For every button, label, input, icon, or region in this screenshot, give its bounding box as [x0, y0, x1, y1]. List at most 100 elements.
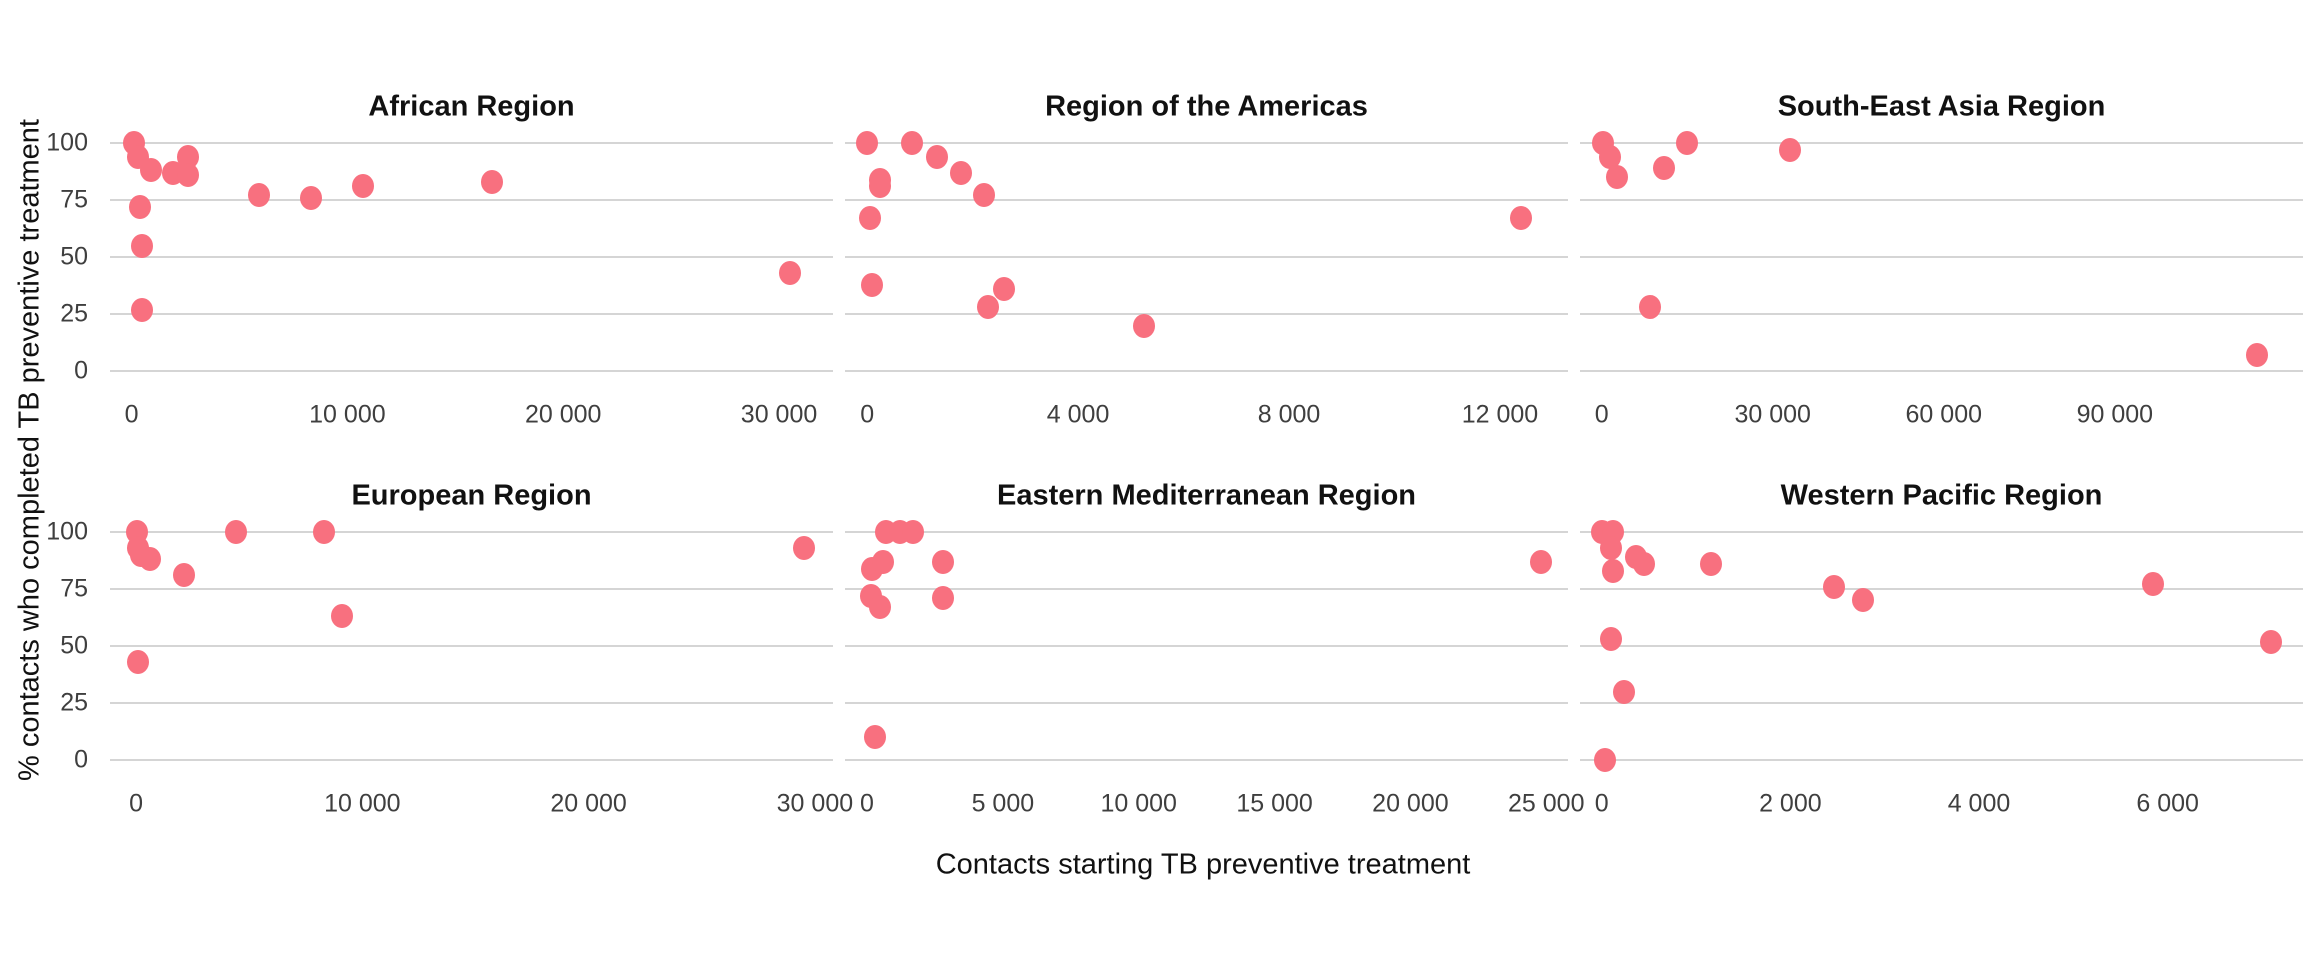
y-tick-label: 100 — [46, 128, 88, 157]
x-tick-label: 0 — [1594, 400, 1609, 429]
x-tick-label: 2 000 — [1759, 789, 1822, 818]
x-tick-label: 60 000 — [1905, 400, 1982, 429]
facet-title: Western Pacific Region — [1780, 479, 2103, 512]
facet-title: Eastern Mediterranean Region — [997, 479, 1416, 512]
data-point — [176, 144, 199, 169]
data-point — [1602, 558, 1624, 583]
gridline — [845, 588, 1568, 591]
data-point — [973, 183, 996, 208]
gridline — [110, 370, 833, 373]
gridline — [1580, 759, 2303, 762]
x-tick-label: 8 000 — [1257, 400, 1321, 429]
gridline — [1580, 141, 2303, 144]
gridline — [1580, 256, 2303, 259]
x-tick-label: 0 — [860, 400, 875, 429]
gridline — [845, 313, 1568, 316]
data-point — [1529, 549, 1552, 574]
x-tick-label: 0 — [129, 789, 143, 818]
y-tick-label: 25 — [60, 299, 88, 328]
y-tick-label: 75 — [60, 185, 88, 214]
data-point — [1822, 574, 1845, 599]
data-point — [2142, 572, 2165, 597]
gridline — [845, 256, 1568, 259]
data-point — [1638, 295, 1661, 320]
x-tick-label: 25 000 — [1508, 789, 1585, 818]
x-tick-label: 30 000 — [1734, 400, 1811, 429]
x-tick-label: 4 000 — [1046, 400, 1110, 429]
data-point — [950, 160, 973, 185]
data-point — [1593, 748, 1616, 773]
data-point — [1599, 144, 1622, 169]
x-tick-label: 6 000 — [2136, 789, 2199, 818]
x-tick-label: 10 000 — [1100, 789, 1177, 818]
gridline — [1580, 645, 2303, 648]
data-point — [1676, 130, 1699, 155]
gridline — [110, 530, 833, 533]
x-tick-label: 5 000 — [971, 789, 1035, 818]
y-tick-label: 0 — [74, 356, 88, 385]
y-tick-label: 25 — [60, 688, 88, 717]
gridline — [110, 141, 833, 144]
x-tick-label: 0 — [860, 789, 874, 818]
data-point — [330, 604, 353, 629]
gridline — [1580, 370, 2303, 373]
data-point — [1653, 156, 1676, 181]
gridline — [845, 645, 1568, 648]
y-tick-label: 50 — [60, 242, 88, 271]
data-point — [792, 535, 815, 560]
data-point — [127, 650, 150, 675]
x-tick-label: 0 — [1594, 789, 1609, 818]
data-point — [868, 174, 891, 199]
x-tick-label: 90 000 — [2076, 400, 2154, 429]
data-point — [856, 130, 879, 155]
data-point — [224, 519, 247, 544]
y-tick-label: 0 — [74, 745, 88, 774]
data-point — [247, 183, 270, 208]
y-tick-label: 50 — [60, 631, 88, 660]
x-tick-label: 20 000 — [550, 789, 627, 818]
gridline — [110, 645, 833, 648]
data-point — [140, 158, 162, 183]
facet-title: Region of the Americas — [1045, 90, 1368, 123]
x-tick-label: 20 000 — [1372, 789, 1449, 818]
gridline — [1580, 530, 2303, 533]
x-tick-label: 10 000 — [309, 400, 386, 429]
gridline — [110, 588, 833, 591]
data-point — [1851, 588, 1874, 613]
facet-title: European Region — [351, 479, 592, 512]
data-point — [138, 547, 161, 572]
data-point — [993, 277, 1016, 302]
gridline — [845, 370, 1568, 373]
data-point — [172, 563, 195, 588]
facet-title: South-East Asia Region — [1777, 90, 2106, 123]
gridline — [110, 199, 833, 202]
data-point — [176, 162, 199, 187]
gridline — [1580, 199, 2303, 202]
data-point — [932, 586, 955, 611]
data-point — [481, 169, 503, 194]
y-axis-title: % contacts who completed TB preventive t… — [13, 119, 46, 781]
data-point — [864, 725, 887, 750]
data-point — [1510, 206, 1533, 231]
gridline — [110, 313, 833, 316]
data-point — [858, 206, 881, 231]
x-tick-label: 10 000 — [324, 789, 401, 818]
data-point — [1600, 535, 1623, 560]
data-point — [299, 185, 322, 210]
data-point — [900, 130, 923, 155]
gridline — [845, 702, 1568, 705]
data-point — [1613, 679, 1636, 704]
data-point — [932, 549, 955, 574]
data-point — [872, 549, 895, 574]
x-tick-label: 4 000 — [1947, 789, 2011, 818]
x-tick-label: 30 000 — [776, 789, 854, 818]
data-point — [1600, 627, 1623, 652]
gridline — [845, 141, 1568, 144]
data-point — [2260, 629, 2283, 654]
data-point — [2246, 343, 2269, 368]
x-axis-title: Contacts starting TB preventive treatmen… — [935, 848, 1471, 881]
x-tick-label: 15 000 — [1236, 789, 1313, 818]
data-point — [1633, 551, 1656, 576]
data-point — [1606, 165, 1629, 190]
